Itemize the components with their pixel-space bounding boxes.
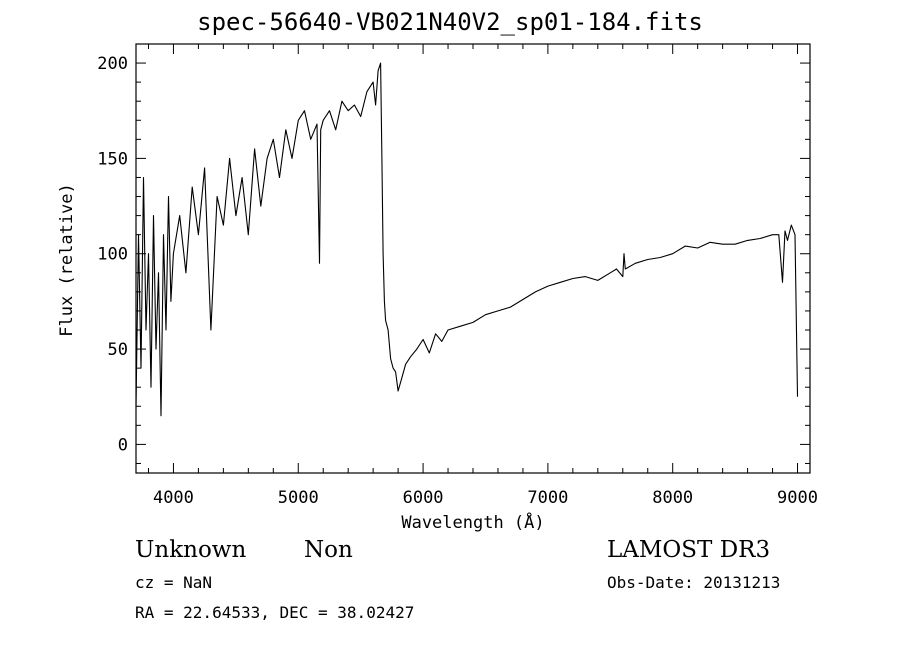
x-tick-label: 6000: [403, 488, 444, 508]
spectrum-series: [135, 62, 799, 417]
y-tick-label: 0: [118, 435, 128, 455]
y-axis-label: Flux (relative): [57, 183, 77, 337]
y-axis-ticks: 0 50 100 150 200: [97, 54, 810, 464]
object-class-label: Non: [304, 537, 353, 563]
spectrum-line: [135, 62, 799, 417]
y-tick-label: 100: [97, 245, 128, 265]
x-tick-label: 7000: [527, 488, 568, 508]
x-tick-label: 8000: [652, 488, 693, 508]
coordinates-label: RA = 22.64533, DEC = 38.02427: [135, 603, 415, 622]
x-tick-label: 5000: [278, 488, 319, 508]
plot-frame: [135, 43, 811, 474]
y-tick-label: 200: [97, 54, 128, 74]
chart-title: spec-56640-VB021N40V2_sp01-184.fits: [197, 8, 703, 36]
x-axis-label: Wavelength (Å): [401, 511, 544, 533]
survey-label: LAMOST DR3: [607, 537, 771, 563]
x-tick-label: 4000: [153, 488, 194, 508]
obs-date-label: Obs-Date: 20131213: [607, 573, 781, 592]
object-type-label: Unknown: [135, 537, 247, 563]
y-tick-label: 150: [97, 149, 128, 169]
y-tick-label: 50: [108, 340, 128, 360]
redshift-label: cz = NaN: [135, 573, 213, 592]
x-axis-ticks: 4000 5000 6000 7000 8000 9000: [147, 44, 818, 508]
x-tick-label: 9000: [777, 488, 818, 508]
